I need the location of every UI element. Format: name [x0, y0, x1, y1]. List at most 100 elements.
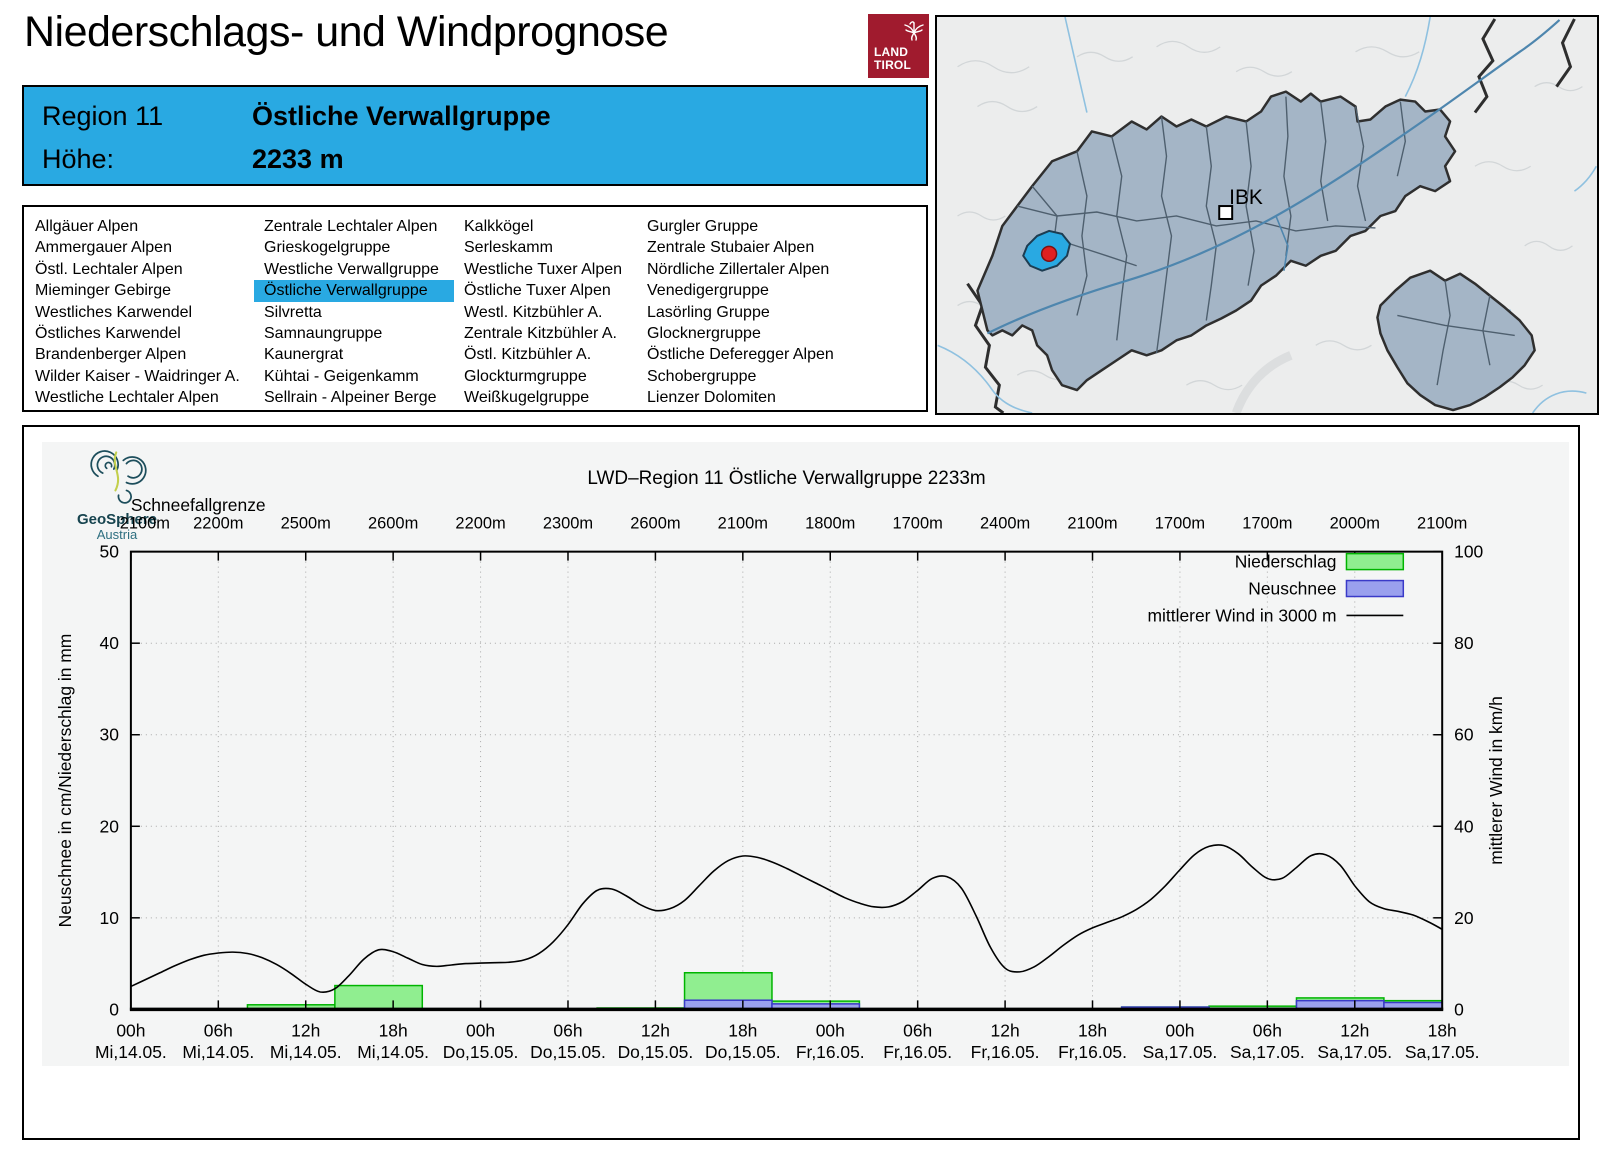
- svg-text:Mi,14.05.: Mi,14.05.: [357, 1042, 429, 1062]
- forecast-region-borders: [1017, 96, 1515, 386]
- svg-text:Fr,16.05.: Fr,16.05.: [971, 1042, 1040, 1062]
- svg-text:18h: 18h: [1428, 1020, 1457, 1040]
- region-item[interactable]: Lasörling Gruppe: [647, 303, 770, 321]
- region-list-column-2: Zentrale Lechtaler Alpen Grieskogelgruppe…: [254, 216, 454, 409]
- svg-text:Fr,16.05.: Fr,16.05.: [1058, 1042, 1127, 1062]
- svg-text:12h: 12h: [1340, 1020, 1369, 1040]
- region-item[interactable]: Westliches Karwendel: [35, 303, 193, 321]
- svg-text:2100m: 2100m: [120, 515, 170, 533]
- chart-title: LWD–Region 11 Östliche Verwallgruppe 223…: [587, 468, 985, 489]
- svg-text:20: 20: [100, 816, 120, 836]
- region-header: Region 11 Östliche Verwallgruppe Höhe: 223…: [22, 85, 928, 186]
- region-item[interactable]: Serleskamm: [464, 239, 553, 257]
- svg-text:Niederschlag: Niederschlag: [1235, 552, 1337, 572]
- svg-text:Do,15.05.: Do,15.05.: [705, 1042, 781, 1062]
- region-item[interactable]: Weißkugelgruppe: [464, 389, 590, 407]
- region-item[interactable]: Wilder Kaiser - Waidringer A.: [35, 367, 240, 385]
- svg-text:0: 0: [1454, 999, 1464, 1019]
- region-item[interactable]: Glocknergruppe: [647, 324, 761, 342]
- region-item[interactable]: Sellrain - Alpeiner Berge: [264, 389, 437, 407]
- svg-text:Fr,16.05.: Fr,16.05.: [796, 1042, 865, 1062]
- region-list: Allgäuer Alpen Ammergauer Alpen Östl. Lech…: [22, 205, 928, 412]
- region-item[interactable]: Venedigergruppe: [647, 282, 769, 300]
- region-item[interactable]: Nördliche Zillertaler Alpen: [647, 260, 830, 278]
- region-item[interactable]: Östl. Kitzbühler A.: [464, 346, 592, 364]
- svg-text:06h: 06h: [204, 1020, 233, 1040]
- region-item[interactable]: Östliche Deferegger Alpen: [647, 346, 834, 364]
- region-item[interactable]: Silvretta: [264, 303, 322, 321]
- region-item[interactable]: Lienzer Dolomiten: [647, 389, 776, 407]
- region-item[interactable]: Zentrale Stubaier Alpen: [647, 239, 815, 257]
- forecast-chart-panel: GeoSphere Austria LWD–Region 11 Östliche…: [22, 425, 1580, 1140]
- svg-text:18h: 18h: [1078, 1020, 1107, 1040]
- region-item[interactable]: Kaunergrat: [264, 346, 344, 364]
- wind-line: [130, 844, 1443, 993]
- svg-text:Sa,17.05.: Sa,17.05.: [1230, 1042, 1305, 1062]
- svg-text:00h: 00h: [466, 1020, 495, 1040]
- svg-text:Sa,17.05.: Sa,17.05.: [1317, 1042, 1392, 1062]
- tirol-eagle-icon: [904, 21, 924, 41]
- svg-text:Mi,14.05.: Mi,14.05.: [270, 1042, 342, 1062]
- region-name: Östliche Verwallgruppe: [252, 101, 551, 131]
- svg-text:10: 10: [100, 908, 120, 928]
- svg-text:2300m: 2300m: [543, 515, 593, 533]
- chart-labels: LWD–Region 11 Östliche Verwallgruppe 223…: [55, 468, 1506, 1062]
- svg-text:2200m: 2200m: [455, 515, 505, 533]
- tirol-map: IBK: [935, 15, 1599, 415]
- geosphere-logo: GeoSphere Austria: [62, 449, 172, 542]
- land-tirol-logo: LAND TIROL: [868, 14, 929, 78]
- svg-text:40: 40: [1454, 816, 1474, 836]
- chart-frame: [129, 550, 1444, 1012]
- region-item[interactable]: Grieskogelgruppe: [264, 239, 391, 257]
- region-item[interactable]: Westliche Verwallgruppe: [264, 260, 439, 278]
- svg-text:0: 0: [109, 999, 119, 1019]
- svg-text:18h: 18h: [728, 1020, 757, 1040]
- logo-tirol: TIROL: [874, 58, 911, 72]
- svg-text:1700m: 1700m: [1242, 515, 1292, 533]
- chart-bars: [246, 971, 1443, 1011]
- region-item[interactable]: Zentrale Lechtaler Alpen: [264, 218, 438, 235]
- svg-text:12h: 12h: [291, 1020, 320, 1040]
- svg-text:06h: 06h: [903, 1020, 932, 1040]
- selected-region-dot: [1040, 245, 1058, 263]
- svg-text:06h: 06h: [553, 1020, 582, 1040]
- right-axis-title: mittlerer Wind in km/h: [1486, 696, 1506, 865]
- chart-ticks: [130, 550, 1443, 1011]
- region-item[interactable]: Westl. Kitzbühler A.: [464, 303, 603, 321]
- region-item[interactable]: Brandenberger Alpen: [35, 346, 187, 364]
- svg-text:20: 20: [1454, 908, 1474, 928]
- svg-text:2500m: 2500m: [281, 515, 331, 533]
- hoehe-value: 2233 m: [252, 144, 344, 174]
- region-item[interactable]: Kühtai - Geigenkamm: [264, 367, 419, 385]
- region-item[interactable]: Westliche Lechtaler Alpen: [35, 389, 219, 407]
- region-item[interactable]: Östliche Tuxer Alpen: [464, 282, 611, 300]
- region-item[interactable]: Zentrale Kitzbühler A.: [464, 324, 617, 342]
- svg-text:Do,15.05.: Do,15.05.: [530, 1042, 606, 1062]
- geosphere-logo-icon: [90, 450, 147, 504]
- region-item[interactable]: Östliche Verwallgruppe: [254, 280, 454, 302]
- svg-text:1700m: 1700m: [1155, 515, 1205, 533]
- region-item[interactable]: Schobergruppe: [647, 367, 757, 385]
- svg-text:Neuschnee: Neuschnee: [1248, 579, 1336, 599]
- chart-legend: Niederschlag Neuschnee mittlerer Wind in 3…: [1148, 552, 1405, 625]
- region-item[interactable]: Westliche Tuxer Alpen: [464, 260, 623, 278]
- region-item[interactable]: Gurgler Gruppe: [647, 218, 759, 235]
- chart-gridlines: [130, 551, 1443, 1010]
- svg-text:2100m: 2100m: [1067, 515, 1117, 533]
- region-item[interactable]: Östl. Lechtaler Alpen: [35, 260, 183, 278]
- region-item[interactable]: Östliches Karwendel: [35, 324, 181, 342]
- svg-text:40: 40: [100, 633, 120, 653]
- region-item[interactable]: Samnaungruppe: [264, 324, 383, 342]
- svg-text:12h: 12h: [991, 1020, 1020, 1040]
- region-item[interactable]: Allgäuer Alpen: [35, 218, 139, 235]
- region-item[interactable]: Mieminger Gebirge: [35, 282, 172, 300]
- geosphere-name: GeoSphere: [76, 511, 158, 528]
- north-tirol-region: [976, 90, 1457, 392]
- left-axis-title: Neuschnee in cm/Niederschlag in mm: [55, 634, 75, 928]
- svg-text:12h: 12h: [641, 1020, 670, 1040]
- svg-text:2400m: 2400m: [980, 515, 1030, 533]
- region-item[interactable]: Ammergauer Alpen: [35, 239, 172, 257]
- region-item[interactable]: Glockturmgruppe: [464, 367, 587, 385]
- svg-text:2600m: 2600m: [368, 515, 418, 533]
- region-item[interactable]: Kalkkögel: [464, 218, 534, 235]
